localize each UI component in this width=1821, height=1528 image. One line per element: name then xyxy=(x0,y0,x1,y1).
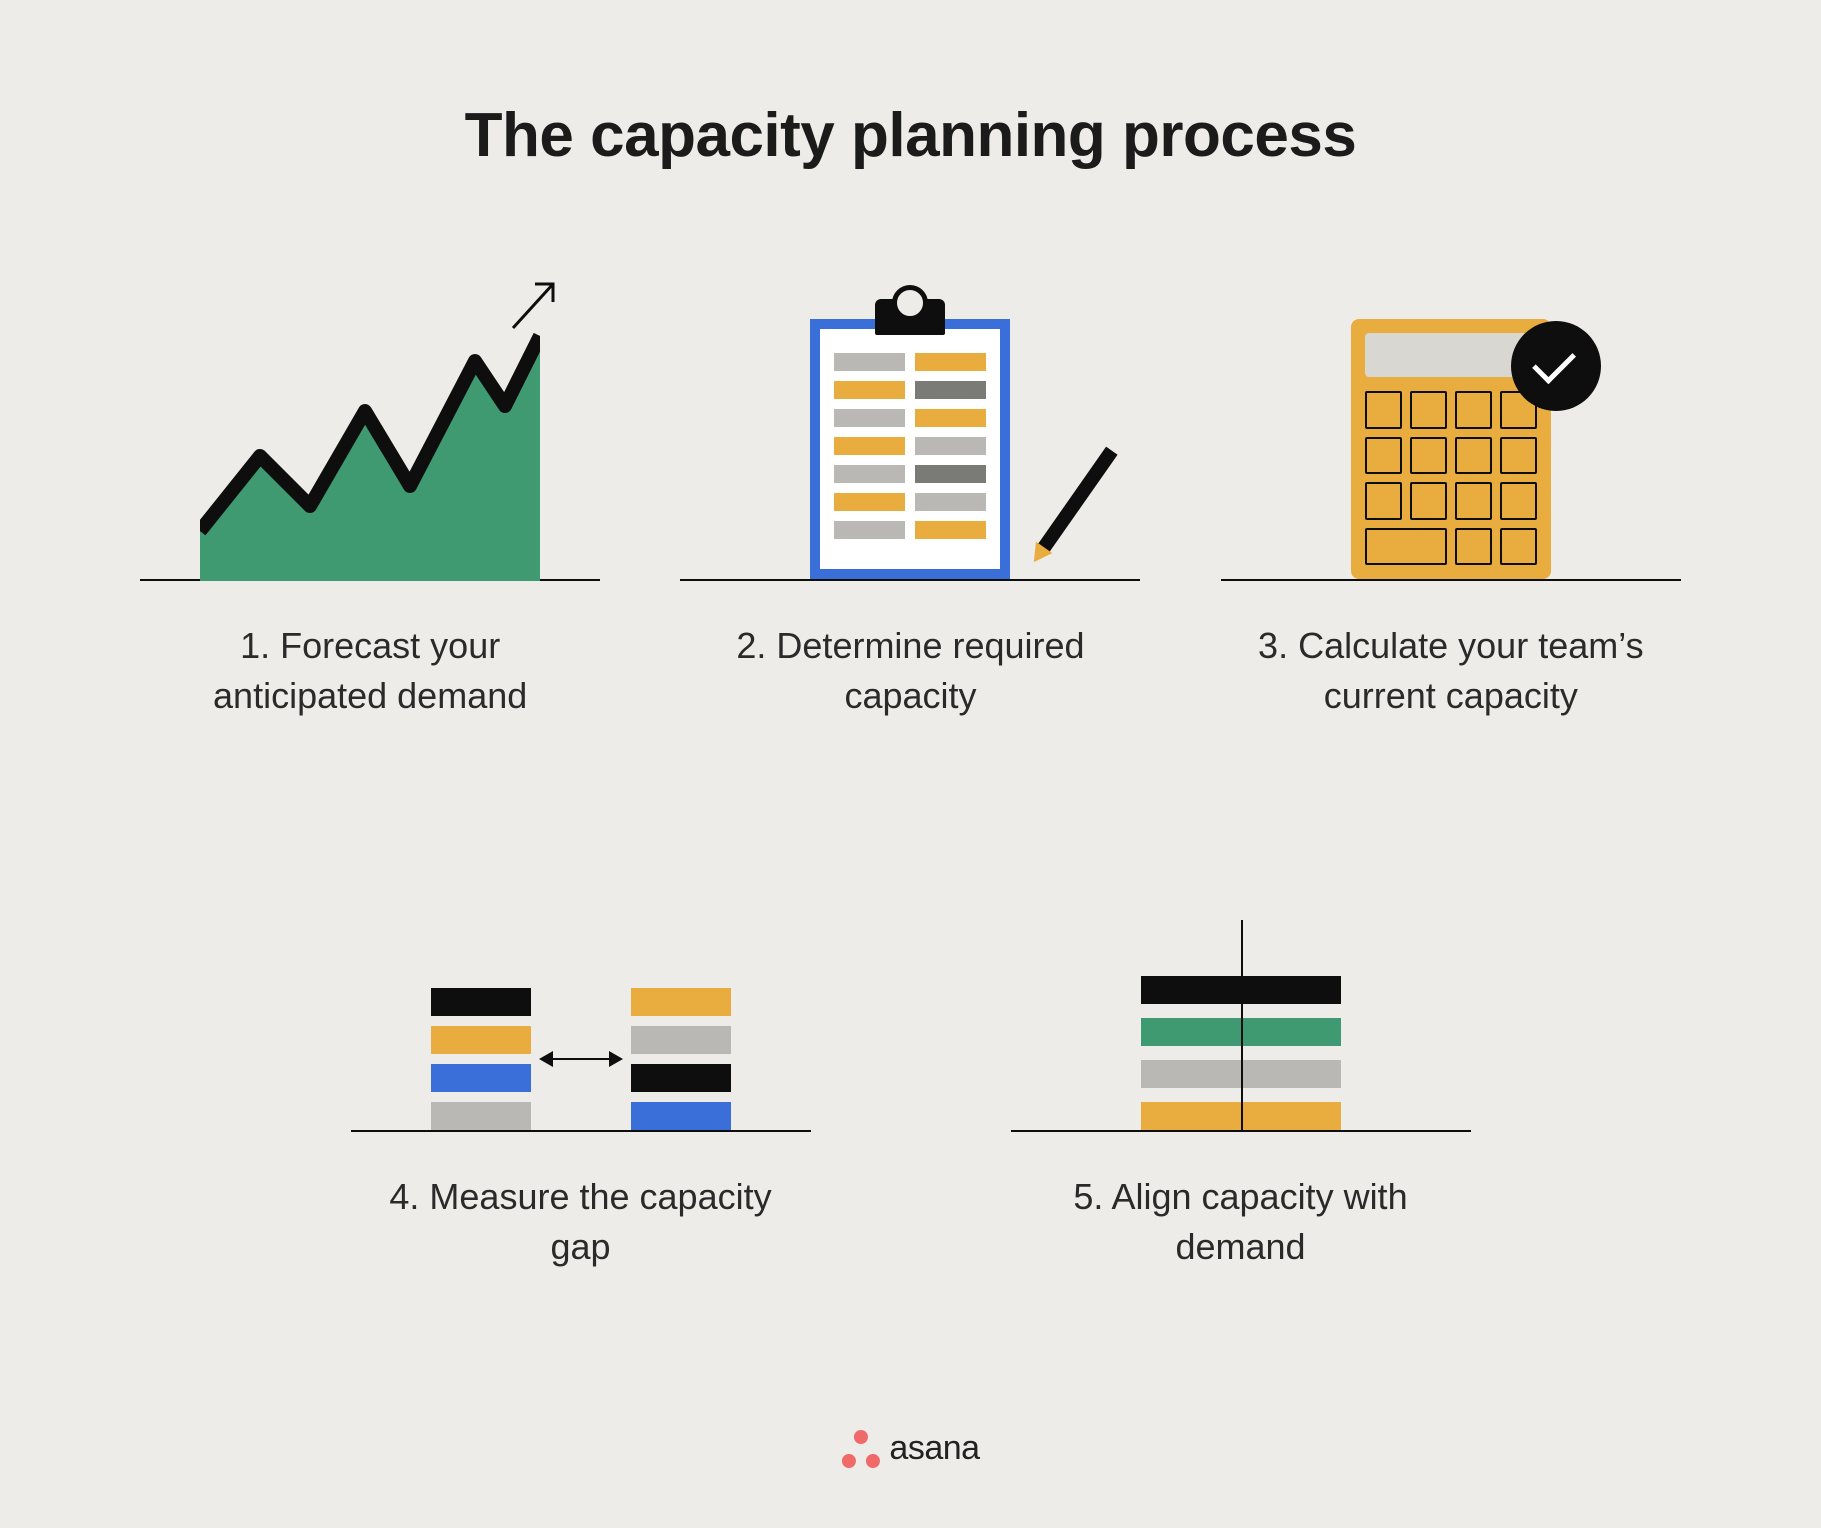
asana-dots-icon xyxy=(841,1430,879,1468)
vertical-divider-icon xyxy=(1241,920,1243,1130)
brand-logo: asana xyxy=(841,1429,979,1468)
clipboard-body xyxy=(810,319,1010,579)
chart-svg xyxy=(200,331,540,581)
calculator-keys xyxy=(1365,391,1537,565)
calculator-icon xyxy=(1221,291,1681,581)
steps-row-bottom: 4. Measure the capacity gap 5. Align cap… xyxy=(120,842,1701,1273)
infographic-page: The capacity planning process 1. Forecas… xyxy=(0,0,1821,1528)
left-stack xyxy=(431,988,531,1130)
brand-name: asana xyxy=(889,1429,979,1468)
step-caption: 5. Align capacity with demand xyxy=(1021,1172,1461,1273)
step-card-1: 1. Forecast your anticipated demand xyxy=(140,291,600,722)
step-card-2: 2. Determine required capacity xyxy=(680,291,1140,722)
clipboard-clip xyxy=(875,299,945,335)
right-stack xyxy=(631,988,731,1130)
compare-stacks-icon xyxy=(351,842,811,1132)
checkmark-badge-icon xyxy=(1511,321,1601,411)
aligned-stack-icon xyxy=(1011,842,1471,1132)
step-caption: 2. Determine required capacity xyxy=(690,621,1130,722)
step-caption: 3. Calculate your team’s current capacit… xyxy=(1231,621,1671,722)
step-caption: 4. Measure the capacity gap xyxy=(361,1172,801,1273)
step-card-4: 4. Measure the capacity gap xyxy=(351,842,811,1273)
clipboard-icon xyxy=(680,291,1140,581)
steps-row-top: 1. Forecast your anticipated demand xyxy=(120,291,1701,722)
clipboard-grid xyxy=(834,353,986,553)
double-arrow-icon xyxy=(541,1058,621,1060)
step-caption: 1. Forecast your anticipated demand xyxy=(150,621,590,722)
growth-chart-icon xyxy=(140,291,600,581)
step-card-3: 3. Calculate your team’s current capacit… xyxy=(1221,291,1681,722)
pencil-icon xyxy=(1038,447,1118,553)
arrow-up-icon xyxy=(505,276,565,336)
page-title: The capacity planning process xyxy=(120,100,1701,171)
step-card-5: 5. Align capacity with demand xyxy=(1011,842,1471,1273)
